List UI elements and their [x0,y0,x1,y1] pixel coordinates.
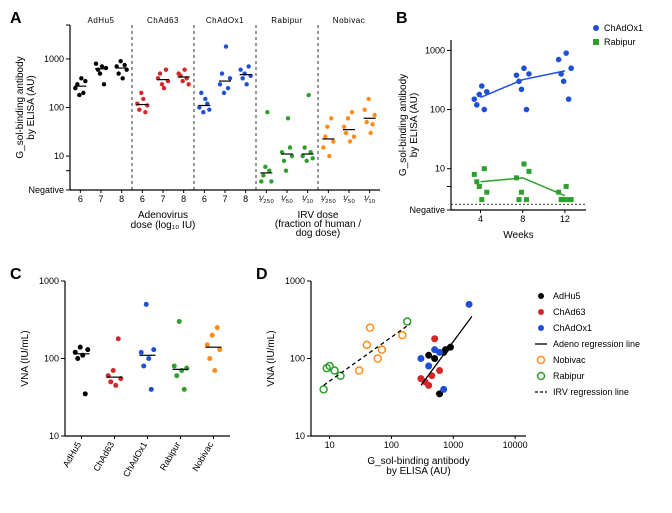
svg-text:ChAdOx1: ChAdOx1 [121,440,149,479]
panel-b-chart: Negative 10 100 1000 G_sol-binding antibodyb… [396,10,672,260]
svg-text:AdHu5: AdHu5 [553,291,581,301]
svg-text:Nobivac: Nobivac [553,355,586,365]
svg-text:G_sol-binding antibodyby ELISA: G_sol-binding antibodyby ELISA (AU) [15,56,37,158]
svg-text:¹⁄₁₀: ¹⁄₁₀ [302,194,314,204]
svg-text:10: 10 [295,431,305,441]
svg-text:1000: 1000 [285,276,305,286]
svg-text:7: 7 [98,194,103,204]
svg-text:1000: 1000 [443,440,463,450]
svg-text:100: 100 [430,105,445,115]
svg-text:10: 10 [325,440,335,450]
svg-text:100: 100 [290,354,305,364]
svg-text:1000: 1000 [425,45,445,55]
panel-b: B Negative 10 100 1000 G_sol-binding antibod… [396,10,672,260]
svg-text:Nobivac: Nobivac [333,16,365,25]
svg-text:7: 7 [160,194,165,204]
svg-text:Rabipur: Rabipur [553,371,585,381]
svg-text:1000: 1000 [39,276,59,286]
svg-text:IRV dose(fraction of human /do: IRV dose(fraction of human /dog dose) [275,210,361,239]
svg-text:G_sol-binding antibodyby ELISA: G_sol-binding antibodyby ELISA (AU) [398,74,420,176]
svg-text:10: 10 [435,164,445,174]
svg-text:8: 8 [520,214,525,224]
svg-text:ChAdOx1: ChAdOx1 [553,323,592,333]
svg-text:100: 100 [384,440,399,450]
panel-c-label: C [10,266,22,284]
svg-text:Rabipur: Rabipur [271,16,303,25]
svg-text:ChAd63: ChAd63 [147,16,179,25]
svg-text:¹⁄₁₀: ¹⁄₁₀ [364,194,376,204]
svg-text:Weeks: Weeks [503,230,533,241]
svg-text:AdHu5: AdHu5 [88,16,115,25]
svg-text:ChAd63: ChAd63 [553,307,586,317]
svg-text:8: 8 [181,194,186,204]
svg-text:4: 4 [478,214,483,224]
svg-text:ChAd63: ChAd63 [91,440,116,473]
svg-text:1000: 1000 [44,54,64,64]
svg-text:Negative: Negative [409,205,445,215]
svg-text:G_sol-binding antibodyby ELISA: G_sol-binding antibodyby ELISA (AU) [367,456,469,477]
panel-d-chart: 10 100 1000 10 100 1000 10000 VNA (IU/mL) G_sol-… [256,266,672,496]
svg-text:ChAdOx1: ChAdOx1 [604,23,643,33]
svg-text:Negative: Negative [28,185,64,195]
svg-text:10000: 10000 [503,440,528,450]
svg-text:8: 8 [243,194,248,204]
svg-text:¹⁄₂₅₀: ¹⁄₂₅₀ [321,194,337,204]
svg-text:10: 10 [49,431,59,441]
svg-text:100: 100 [44,354,59,364]
panel-c-chart: 10 100 1000 VNA (IU/mL) AdHu5 ChAd63ChAdOx1 Ra… [10,266,240,496]
svg-text:ChAdOx1: ChAdOx1 [206,16,244,25]
svg-text:6: 6 [140,194,145,204]
svg-text:Adenovirusdose (log₁₀ IU): Adenovirusdose (log₁₀ IU) [131,210,196,231]
svg-text:6: 6 [202,194,207,204]
panel-a-chart: Negative 10 100 1000 G_sol-binding antibodyb… [10,10,390,260]
svg-text:7: 7 [222,194,227,204]
panel-a-label: A [10,10,22,28]
svg-text:Adeno regression line: Adeno regression line [553,339,640,349]
panel-d: D 10 100 1000 10 100 1000 10000 VNA (IU/mL) G_so… [256,266,672,496]
panel-d-label: D [256,266,268,284]
svg-text:100: 100 [49,103,64,113]
svg-text:¹⁄₂₅₀: ¹⁄₂₅₀ [259,194,275,204]
svg-text:VNA (IU/mL): VNA (IU/mL) [266,330,277,386]
svg-text:12: 12 [560,214,570,224]
panel-b-label: B [396,10,408,28]
svg-text:10: 10 [54,151,64,161]
svg-text:¹⁄₅₀: ¹⁄₅₀ [343,194,355,204]
svg-text:8: 8 [119,194,124,204]
panel-a: A Negative 10 100 1000 G_sol-binding antibod… [10,10,390,260]
svg-text:AdHu5: AdHu5 [61,440,83,469]
svg-text:Nobivac: Nobivac [190,440,215,474]
svg-text:6: 6 [78,194,83,204]
svg-text:Rabipur: Rabipur [158,440,182,472]
svg-text:¹⁄₅₀: ¹⁄₅₀ [281,194,293,204]
svg-text:Rabipur: Rabipur [604,37,636,47]
svg-text:IRV regression line: IRV regression line [553,387,629,397]
svg-text:VNA (IU/mL): VNA (IU/mL) [20,330,31,386]
